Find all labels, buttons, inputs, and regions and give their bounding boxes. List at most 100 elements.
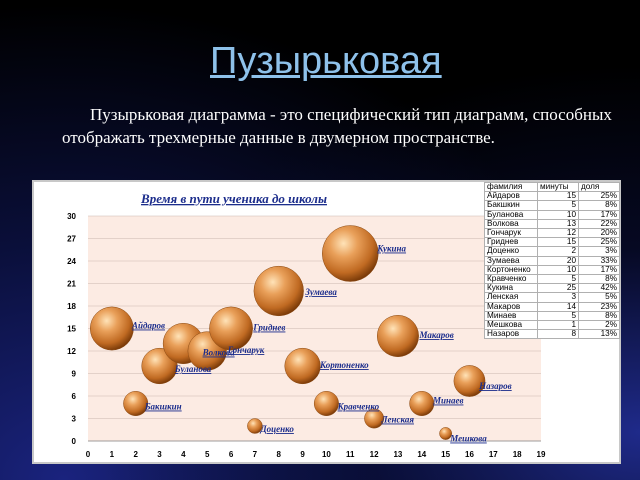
bubble-point [313, 391, 339, 416]
table-row: Бакшкин 5 8% [484, 200, 620, 211]
table-cell: 17% [578, 264, 620, 276]
bubble-label: Кортоненко [319, 360, 369, 370]
table-cell: 8% [578, 310, 620, 322]
table-header-cell: фамилия [484, 181, 538, 193]
table-cell: 12 [537, 228, 579, 239]
table-cell: Минаев [484, 310, 538, 322]
table-cell: Буланова [484, 209, 538, 220]
table-cell: 2% [578, 320, 620, 331]
bubble-label: Кукина [376, 244, 406, 254]
bubble-point [439, 427, 452, 440]
x-tick-label: 9 [300, 450, 305, 459]
x-tick-label: 13 [393, 450, 402, 459]
x-tick-label: 3 [157, 450, 162, 459]
bubble-label: Гончарук [227, 345, 265, 355]
table-cell: 13% [578, 329, 620, 340]
table-cell: Бакшкин [484, 200, 538, 211]
x-tick-label: 2 [133, 450, 138, 459]
table-cell: Зумаева [484, 255, 538, 266]
table-cell: 10 [537, 209, 579, 220]
y-tick-label: 0 [72, 437, 77, 446]
bubble-point [364, 408, 385, 429]
bubble-point [123, 391, 149, 416]
table-cell: Доценко [484, 246, 538, 257]
table-cell: Назаров [484, 329, 538, 340]
y-tick-label: 3 [72, 415, 77, 424]
bubble-label: Бакшкин [144, 402, 182, 412]
x-tick-label: 10 [322, 450, 331, 459]
table-cell: 2 [537, 246, 579, 257]
table-header-row: фамилия минуты доля [484, 181, 620, 193]
table-cell: 3% [578, 246, 620, 257]
table-cell: Кортоненко [484, 264, 538, 276]
table-cell: Айдаров [484, 191, 538, 202]
table-row: Ленская 3 5% [484, 292, 620, 303]
x-tick-label: 19 [537, 450, 546, 459]
table-cell: Гончарук [484, 228, 538, 239]
data-table: фамилия минуты доля Айдаров 15 25% Бакшкин 5 8% Б… [484, 181, 620, 340]
bubble-point [322, 225, 379, 282]
table-row: Волкова 13 22% [484, 218, 620, 230]
x-tick-label: 7 [253, 450, 258, 459]
table-cell: 10 [537, 264, 579, 276]
bubble-point [409, 391, 435, 416]
x-tick-label: 18 [513, 450, 522, 459]
table-cell: 5 [537, 310, 579, 322]
y-tick-label: 30 [67, 212, 76, 221]
table-cell: 25% [578, 191, 620, 202]
slide-title: Пузырьковая [210, 40, 442, 82]
bubble-label: Зумаева [304, 287, 337, 297]
table-row: Айдаров 15 25% [484, 191, 620, 202]
table-cell: 14 [537, 301, 579, 312]
slide-description: Пузырьковая диаграмма - это специфически… [62, 105, 612, 147]
table-row: Кортоненко 10 17% [484, 264, 620, 276]
table-cell: 20 [537, 255, 579, 266]
table-row: Кукина 25 42% [484, 283, 620, 294]
table-cell: 23% [578, 301, 620, 312]
table-header-cell: доля [578, 181, 620, 193]
x-tick-label: 4 [181, 450, 186, 459]
table-row: Доценко 2 3% [484, 246, 620, 257]
x-tick-label: 6 [229, 450, 234, 459]
x-tick-label: 11 [346, 450, 355, 459]
y-tick-label: 6 [72, 392, 77, 401]
table-cell: Мешкова [484, 320, 538, 331]
table-header-cell: минуты [537, 181, 579, 193]
table-cell: 5 [537, 274, 579, 285]
table-cell: 20% [578, 228, 620, 239]
table-cell: 1 [537, 320, 579, 331]
table-cell: Кравченко [484, 274, 538, 285]
table-cell: 25 [537, 283, 579, 294]
table-cell: 17% [578, 209, 620, 220]
bubble-label: Буланова [174, 364, 212, 374]
bubble-label: Мешкова [449, 434, 487, 444]
table-cell: Макаров [484, 301, 538, 312]
table-cell: Ленская [484, 292, 538, 303]
bubble-point [453, 365, 486, 397]
table-cell: 8 [537, 329, 579, 340]
table-row: Минаев 5 8% [484, 310, 620, 322]
x-tick-label: 8 [277, 450, 282, 459]
bubble-label: Доценко [260, 424, 295, 434]
bubble-point [209, 306, 253, 351]
table-row: Зумаева 20 33% [484, 255, 620, 266]
bubble-label: Гриднев [252, 323, 285, 333]
y-tick-label: 9 [72, 370, 77, 379]
table-cell: 8% [578, 274, 620, 285]
x-tick-label: 14 [417, 450, 426, 459]
bubble-label: Назаров [478, 381, 512, 391]
table-cell: 33% [578, 255, 620, 266]
table-cell: 15 [537, 237, 579, 248]
table-cell: 5% [578, 292, 620, 303]
x-tick-label: 16 [465, 450, 474, 459]
table-cell: Кукина [484, 283, 538, 294]
bubble-label: Кравченко [337, 402, 380, 412]
table-cell: 13 [537, 218, 579, 230]
x-tick-label: 5 [205, 450, 210, 459]
bubble-point [89, 306, 134, 351]
table-row: Мешкова 1 2% [484, 320, 620, 331]
table-row: Макаров 14 23% [484, 301, 620, 312]
bubble-label: Макаров [418, 330, 453, 340]
